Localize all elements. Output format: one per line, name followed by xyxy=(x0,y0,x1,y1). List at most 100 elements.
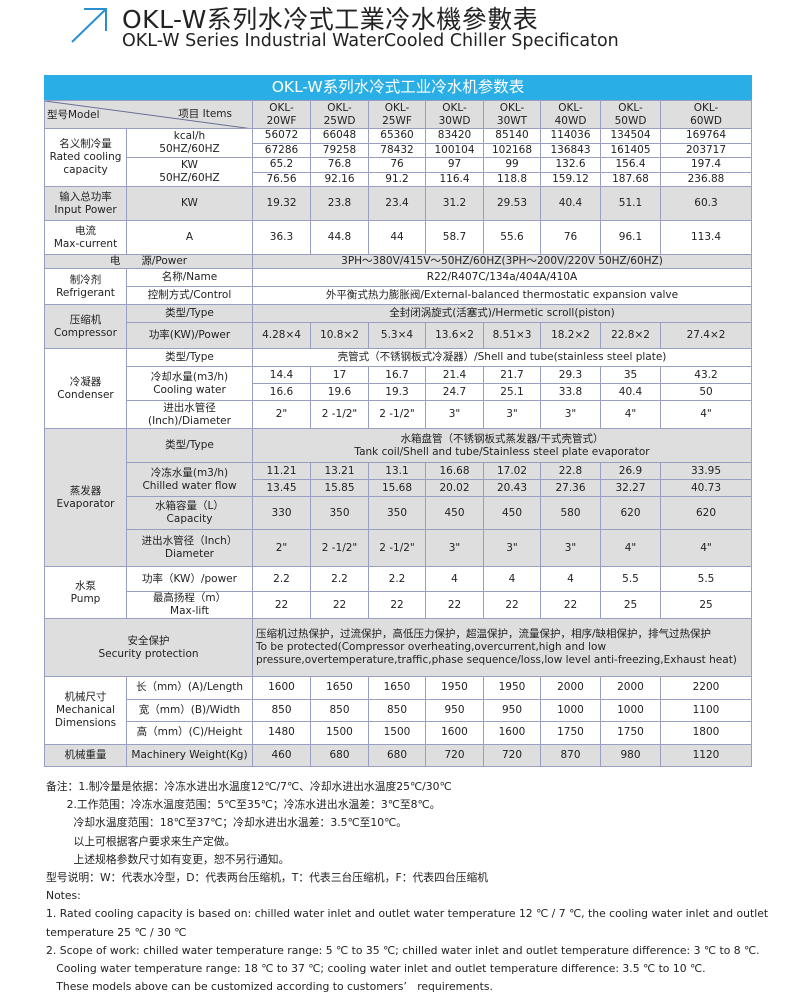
value-cell: 850 xyxy=(368,698,426,722)
item-label: 高（mm）(C)/Height xyxy=(126,721,253,745)
value-cell: 21.7 xyxy=(483,366,541,384)
notes: 备注：1.制冷量是依据：冷冻水进出水温度12℃/7℃、冷却水进出水温度25℃/3… xyxy=(46,778,769,996)
spanning-value: R22/R407C/134a/404A/410A xyxy=(252,268,752,287)
note-line: These models above can be customized acc… xyxy=(46,980,493,994)
item-label: 控制方式/Control xyxy=(126,286,253,305)
spanning-value: 3PH～380V/415V～50HZ/60HZ(3PH～200V/220V 50… xyxy=(252,254,752,269)
note-line: 1. Rated cooling capacity is based on: c… xyxy=(46,907,769,921)
value-cell: 4" xyxy=(600,529,661,567)
value-cell: 32.27 xyxy=(600,479,661,497)
item-label: 名称/Name xyxy=(126,268,253,287)
value-cell: 950 xyxy=(483,698,541,722)
value-cell: 680 xyxy=(310,743,369,767)
value-cell: 4" xyxy=(600,400,661,429)
table-row: 进出水管径 (Inch)/Diameter 2" 2 -1/2" 2 -1/2" 3" 3… xyxy=(45,400,752,429)
value-cell: 350 xyxy=(310,496,369,530)
table-row: 机械尺寸 Mechanical Dimensions 长（mm）(A)/Lengt… xyxy=(44,676,752,745)
arrow-up-right-icon xyxy=(71,8,107,43)
group-label: 机械重量 xyxy=(44,743,127,767)
value-cell: 43.2 xyxy=(660,366,752,384)
value-cell: 79258 xyxy=(310,142,369,158)
value-cell: 40.73 xyxy=(660,479,752,497)
item-label: 冷冻水量(m3/h) Chilled water flow xyxy=(126,462,253,497)
value-cell: 1950 xyxy=(425,676,484,700)
table-row: 电 源/Power 3PH～380V/415V～50HZ/60HZ(3PH～200… xyxy=(44,254,752,269)
item-label: 类型/Type xyxy=(126,348,253,367)
value-cell: 4" xyxy=(660,400,752,429)
value-cell: 197.4 xyxy=(660,157,752,173)
value-cell: 850 xyxy=(310,698,369,722)
group-label: 电流 Max-current xyxy=(44,220,127,255)
model-name: OKL- 50WD xyxy=(600,100,661,129)
value-cell: 27.4×2 xyxy=(660,322,752,349)
table-row: 宽（mm）(B)/Width 850 850 850 950 950 1000 1000 110… xyxy=(45,698,752,722)
table-row: 水泵 Pump 功率（KW）/power 2.2 2.2 2.2 4 4 4 5.5 5.5 xyxy=(44,566,752,619)
model-name: OKL- 60WD xyxy=(660,100,752,129)
group-label: 制冷剂 Refrigerant xyxy=(44,268,127,305)
item-label: KW 50HZ/60HZ xyxy=(126,157,253,187)
value-cell: 60.3 xyxy=(660,186,752,221)
value-cell: 65.2 xyxy=(252,157,311,173)
value-cell: 350 xyxy=(368,496,426,530)
table-row: 输入总功率 Input Power KW 19.32 23.8 23.4 31.2 29.5… xyxy=(44,186,752,221)
note-line: Notes: xyxy=(46,889,81,903)
value-cell: 76 xyxy=(540,220,601,255)
value-cell: 22 xyxy=(425,591,484,619)
item-label: 冷却水量(m3/h) Cooling water xyxy=(126,366,253,401)
value-cell: 19.6 xyxy=(310,383,369,401)
title-chinese: OKL-W系列水冷式工業冷水機參數表 xyxy=(122,5,539,34)
value-cell: 40.4 xyxy=(540,186,601,221)
table-row: 最高扬程（m） Max-lift 22 22 22 22 22 22 25 25 xyxy=(45,591,752,619)
value-cell: 870 xyxy=(540,743,601,767)
table-row: 蒸发器 Evaporator 类型/Type 水箱盘管（不锈钢板式蒸发器/干式壳管式… xyxy=(44,428,752,567)
value-cell: 203717 xyxy=(660,142,752,158)
value-cell: 25 xyxy=(660,591,752,619)
item-label: 最高扬程（m） Max-lift xyxy=(126,591,253,619)
value-cell: 11.21 xyxy=(252,462,311,480)
group-label: 蒸发器 Evaporator xyxy=(44,428,127,567)
value-cell: 23.4 xyxy=(368,186,426,221)
value-cell: 17 xyxy=(310,366,369,384)
value-cell: 5.5 xyxy=(660,566,752,592)
item-label: 长（mm）(A)/Length xyxy=(126,676,253,700)
note-line: 2. Scope of work: chilled water temperat… xyxy=(46,943,760,957)
value-cell: 1600 xyxy=(252,676,311,700)
model-name: OKL- 30WT xyxy=(483,100,541,129)
header-row: 型号Model 项目 Items OKL- 20WF OKL- 25WD OKL- 25… xyxy=(44,100,752,129)
value-cell: 620 xyxy=(660,496,752,530)
item-label: 类型/Type xyxy=(126,428,253,463)
value-cell: 36.3 xyxy=(252,220,311,255)
value-cell: 1000 xyxy=(600,698,661,722)
note-line: temperature 25 ℃ / 30 ℃ xyxy=(46,925,187,939)
value-cell: 1750 xyxy=(600,721,661,745)
table-row: 冷冻水量(m3/h) Chilled water flow 11.21 13.21 1… xyxy=(45,462,752,497)
value-cell: 169764 xyxy=(660,128,752,144)
value-cell: 113.4 xyxy=(660,220,752,255)
item-label: 功率(KW)/Power xyxy=(126,322,253,349)
item-label: 功率（KW）/power xyxy=(126,566,253,592)
spec-table: 型号Model 项目 Items OKL- 20WF OKL- 25WD OKL- 25… xyxy=(44,100,752,767)
value-cell: 18.2×2 xyxy=(540,322,601,349)
value-cell: 850 xyxy=(252,698,311,722)
value-cell: 2.2 xyxy=(252,566,311,592)
value-cell: 1800 xyxy=(660,721,752,745)
table-row: 冷却水量(m3/h) Cooling water 14.4 17 16.7 21.4 21… xyxy=(45,366,752,401)
value-cell: 680 xyxy=(368,743,426,767)
value-cell: 116.4 xyxy=(425,171,484,187)
value-cell: 27.36 xyxy=(540,479,601,497)
value-cell: 99 xyxy=(483,157,541,173)
value-cell: 23.8 xyxy=(310,186,369,221)
group-label: 水泵 Pump xyxy=(44,566,127,619)
value-cell: 97 xyxy=(425,157,484,173)
value-cell: 102168 xyxy=(483,142,541,158)
value-cell: 159.12 xyxy=(540,171,601,187)
value-cell: 21.4 xyxy=(425,366,484,384)
value-cell: 580 xyxy=(540,496,601,530)
value-cell: 3" xyxy=(483,400,541,429)
value-cell: 22.8 xyxy=(540,462,601,480)
value-cell: 14.4 xyxy=(252,366,311,384)
value-cell: 450 xyxy=(483,496,541,530)
spanning-value: 水箱盘管（不锈钢板式蒸发器/干式壳管式） Tank coil/Shell and… xyxy=(252,428,752,463)
table-row: 压缩机 Compressor 类型/Type 全封闭涡旋式(活塞式)/Hermeti… xyxy=(44,304,752,349)
note-line: 上述规格参数尺寸如有变更，恕不另行通知。 xyxy=(46,852,290,866)
